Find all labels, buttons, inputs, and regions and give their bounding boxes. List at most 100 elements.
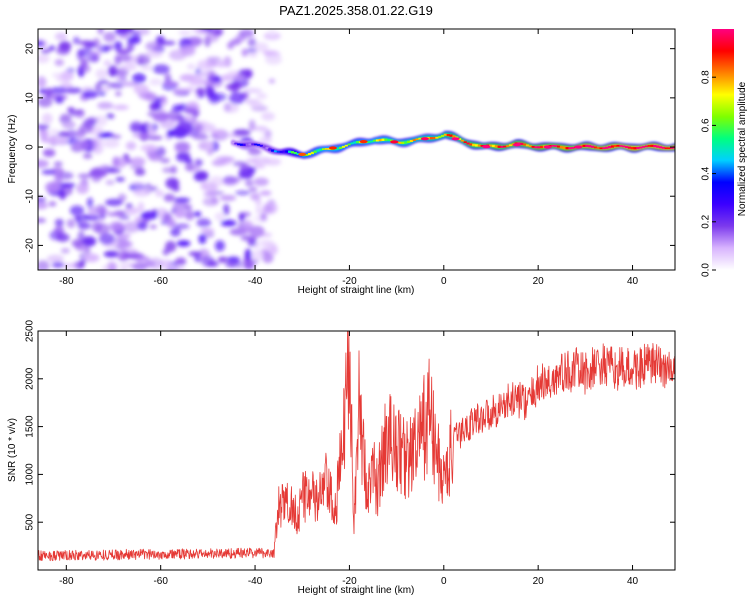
- noise-blob: [261, 243, 274, 248]
- noise-blob: [98, 233, 116, 245]
- ridge-cell: [537, 146, 541, 149]
- noise-blob: [54, 218, 64, 227]
- noise-blob: [252, 164, 266, 169]
- noise-blob: [268, 245, 278, 255]
- noise-blob: [247, 238, 257, 247]
- noise-blob: [255, 207, 263, 214]
- x-tick-label: 20: [533, 576, 545, 587]
- ridge-cell: [285, 150, 289, 153]
- noise-blob: [130, 31, 141, 43]
- noise-blob: [223, 203, 230, 216]
- noise-blob: [238, 167, 254, 179]
- noise-blob: [140, 144, 158, 152]
- noise-blob: [109, 221, 124, 232]
- noise-blob: [191, 29, 203, 33]
- ridge-cell: [265, 146, 269, 150]
- noise-blob: [77, 230, 85, 242]
- spectrogram-x-label: Height of straight line (km): [298, 285, 415, 296]
- ridge-cell: [339, 146, 343, 149]
- ridge-cell: [540, 145, 544, 149]
- ridge-cell: [619, 145, 623, 147]
- ridge-cell: [644, 145, 649, 148]
- ridge-peak: [543, 145, 552, 149]
- ridge-cell: [531, 146, 535, 148]
- noise-blob: [164, 81, 180, 87]
- noise-blob: [244, 179, 254, 187]
- ridge-cell: [276, 150, 280, 153]
- noise-blob: [217, 256, 228, 263]
- noise-blob: [114, 41, 123, 51]
- noise-blob: [120, 63, 138, 71]
- ridge-cell: [639, 146, 643, 149]
- noise-blob: [83, 253, 100, 263]
- noise-blob: [65, 87, 82, 94]
- noise-blob: [69, 205, 85, 216]
- noise-blob: [94, 204, 107, 216]
- noise-blob: [265, 54, 282, 65]
- ridge-cell: [356, 140, 360, 144]
- noise-blob: [59, 190, 66, 200]
- noise-blob: [150, 186, 158, 192]
- noise-blob: [172, 87, 188, 95]
- noise-blob: [134, 216, 143, 223]
- ridge-peak: [512, 143, 521, 147]
- noise-blob: [161, 40, 176, 46]
- x-tick-label: -20: [342, 276, 357, 287]
- snr-panel: -80 -60 -40 -20 0 20 40 500 1000 1500 2000 2500 Hei…: [7, 319, 676, 596]
- ridge-cell: [271, 149, 275, 152]
- noise-blob: [90, 167, 108, 178]
- spectrogram-frame: [37, 28, 676, 271]
- ridge-cell: [310, 151, 314, 155]
- ridge-cell: [469, 143, 473, 146]
- noise-blob: [38, 54, 50, 64]
- ridge-cell: [268, 148, 272, 151]
- ridge-cell: [440, 135, 445, 137]
- snr-series-line: [38, 331, 675, 562]
- noise-blob: [80, 58, 88, 69]
- figure-title: PAZ1.2025.358.01.22.G19: [279, 3, 433, 18]
- colorbar-tick-label: 0.2: [701, 214, 712, 228]
- ridge-cell: [523, 143, 527, 146]
- ridge-cell: [650, 144, 654, 147]
- ridge-peak: [574, 145, 583, 149]
- noise-blob: [77, 173, 92, 179]
- noise-blob: [108, 65, 118, 77]
- ridge-cell: [245, 143, 249, 146]
- noise-blob: [172, 104, 183, 112]
- noise-blob: [214, 212, 225, 222]
- noise-blob: [233, 129, 251, 136]
- ridge-cell: [466, 142, 470, 145]
- noise-blob: [137, 201, 145, 213]
- ridge-cell: [409, 139, 414, 142]
- noise-blob: [165, 240, 177, 253]
- noise-blob: [87, 54, 100, 63]
- noise-blob: [244, 88, 263, 93]
- noise-blob: [208, 70, 216, 82]
- colorbar-scale: [712, 29, 734, 270]
- ridge-cell: [237, 143, 241, 146]
- ridge-cell: [661, 146, 666, 149]
- noise-blob: [116, 49, 131, 55]
- noise-blob: [38, 76, 47, 88]
- ridge-cell: [248, 143, 252, 146]
- noise-blob: [103, 252, 119, 257]
- noise-blob: [129, 164, 144, 170]
- noise-blob: [51, 86, 67, 95]
- noise-blob: [188, 251, 203, 257]
- noise-blob: [258, 239, 274, 244]
- noise-blob: [264, 129, 272, 139]
- noise-blob: [240, 224, 253, 234]
- noise-blob: [187, 63, 196, 70]
- noise-blob: [54, 58, 65, 67]
- noise-blob: [210, 92, 227, 102]
- noise-blob: [246, 48, 257, 53]
- spectrogram-noise-layer: [38, 29, 282, 270]
- noise-blob: [226, 256, 241, 263]
- ridge-cell: [472, 143, 476, 147]
- noise-blob: [219, 157, 236, 162]
- x-tick-label: -60: [153, 576, 168, 587]
- noise-blob: [243, 262, 255, 270]
- colorbar-tick-label: 0.8: [701, 70, 712, 84]
- noise-blob: [106, 212, 125, 217]
- noise-blob: [124, 207, 140, 215]
